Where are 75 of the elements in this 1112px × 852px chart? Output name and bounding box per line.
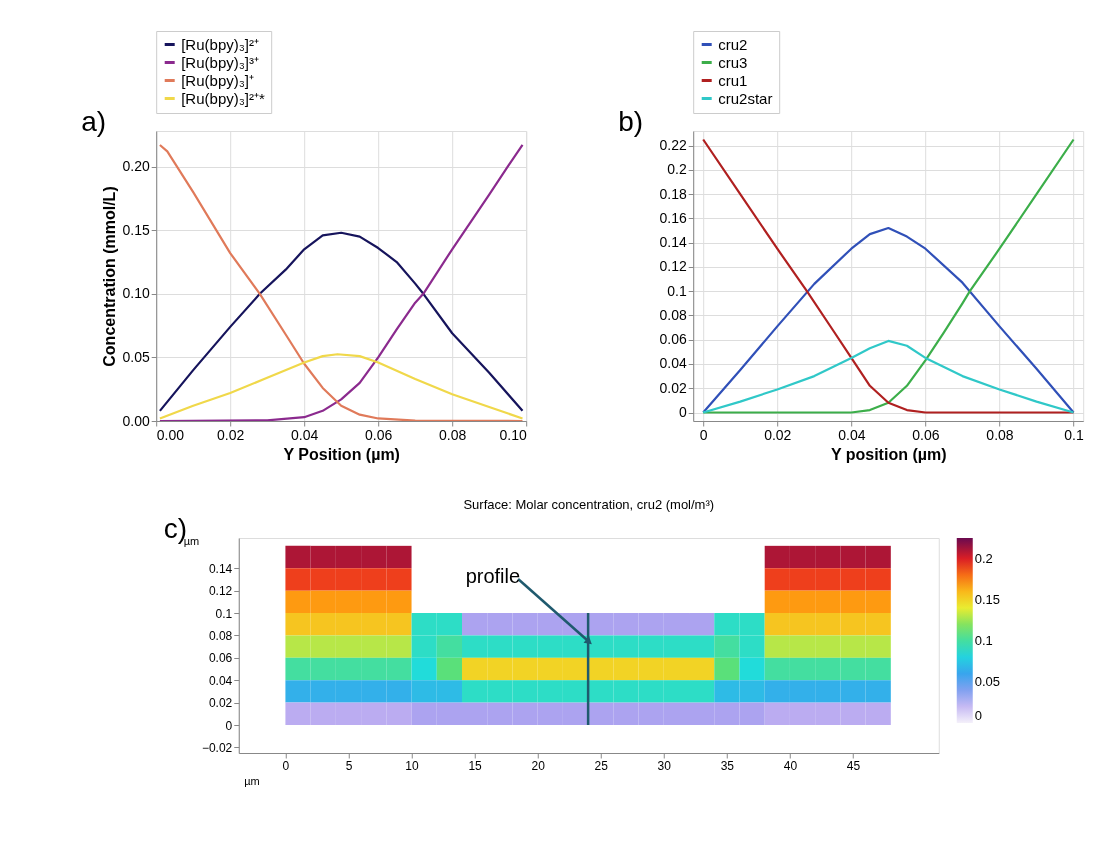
y-tick-label: 0.05 (122, 348, 150, 365)
x-axis-title: Y position (µm) (830, 445, 947, 463)
legend-label: cru3 (718, 53, 748, 71)
y-tick-label: 0.10 (122, 285, 150, 302)
x-tick-label: 25 (594, 758, 609, 773)
x-axis-title: Y Position (µm) (283, 445, 400, 463)
legend-label: [Ru(bpy)₃]⁺ (181, 71, 254, 89)
y-tick-label: 0.22 (659, 137, 687, 154)
color-bar-label: 0.1 (974, 632, 993, 648)
legend-label: [Ru(bpy)₃]²⁺ (181, 35, 259, 53)
line-series (702, 226, 1075, 414)
legend-label: cru2 (718, 35, 748, 53)
y-tick-label: 0.1 (215, 606, 233, 621)
line-series (158, 231, 524, 412)
x-tick-label: 0.06 (365, 426, 393, 443)
y-tick-label: 0.12 (659, 258, 687, 275)
line-series (702, 339, 1075, 414)
x-tick-label: 0.04 (291, 426, 319, 443)
x-axis-title: µm (244, 774, 260, 787)
y-tick-label: 0.14 (659, 234, 687, 251)
y-tick-label: 0 (678, 404, 687, 421)
legend-label: cru2star (718, 89, 773, 107)
y-tick-label: 0.06 (659, 331, 687, 348)
color-bar-label: 0.15 (974, 591, 1001, 607)
text: a) (81, 106, 107, 137)
y-tick-label: 0.02 (659, 379, 687, 396)
y-tick-label: 0.16 (659, 209, 687, 226)
line-series (158, 143, 524, 421)
x-tick-label: 20 (531, 758, 546, 773)
x-tick-label: 0.02 (764, 426, 792, 443)
y-tick-label: 0.18 (659, 185, 687, 202)
annotation: profile (465, 565, 521, 588)
y-tick-label: 0.12 (208, 584, 233, 599)
x-tick-label: 0.00 (156, 426, 185, 443)
y-axis-title: Concentration (mmol/L) (101, 186, 119, 367)
y-tick-label: 0.14 (208, 561, 233, 576)
line-series (158, 353, 524, 420)
legend-label: [Ru(bpy)₃]³⁺ (181, 53, 259, 71)
y-tick-label: 0.08 (659, 306, 687, 323)
x-tick-label: 0.06 (912, 426, 940, 443)
text: b) (618, 106, 644, 137)
color-bar-label: 0.05 (974, 673, 1001, 689)
y-tick-label: 0.06 (208, 651, 233, 666)
x-tick-label: 35 (720, 758, 735, 773)
color-bar-label: 0.2 (974, 550, 993, 566)
x-tick-label: 0.08 (986, 426, 1014, 443)
text: c) (163, 513, 188, 544)
y-tick-label: 0.08 (208, 628, 233, 643)
y-tick-label: 0.2 (667, 161, 687, 178)
chart-title: Surface: Molar concentration, cru2 (mol/m³) (463, 497, 715, 512)
x-tick-label: 10 (405, 758, 420, 773)
y-tick-label: 0.02 (208, 696, 233, 711)
x-tick-label: 0.08 (439, 426, 467, 443)
x-tick-label: 30 (657, 758, 672, 773)
color-bar-label: 0 (974, 708, 982, 723)
x-tick-label: 0.04 (838, 426, 866, 443)
y-tick-label: 0 (225, 718, 233, 733)
x-tick-label: 0 (699, 426, 708, 443)
y-tick-label: 0.20 (122, 158, 150, 175)
x-tick-label: 0.1 (1064, 426, 1085, 443)
y-tick-label: 0.15 (122, 221, 150, 238)
line-series (702, 138, 1075, 414)
y-tick-label: −0.02 (201, 740, 233, 755)
x-tick-label: 5 (345, 758, 353, 773)
x-tick-label: 0.10 (499, 426, 527, 443)
y-tick-label: 0.1 (667, 282, 687, 299)
y-tick-label: 0.04 (208, 673, 233, 688)
x-tick-label: 0 (282, 758, 290, 773)
y-tick-label: 0.00 (122, 412, 150, 429)
legend-label: cru1 (718, 71, 748, 89)
x-tick-label: 45 (846, 758, 861, 773)
x-tick-label: 40 (783, 758, 798, 773)
legend-label: [Ru(bpy)₃]²⁺* (181, 89, 265, 107)
x-tick-label: 15 (468, 758, 483, 773)
y-tick-label: 0.04 (659, 355, 687, 372)
